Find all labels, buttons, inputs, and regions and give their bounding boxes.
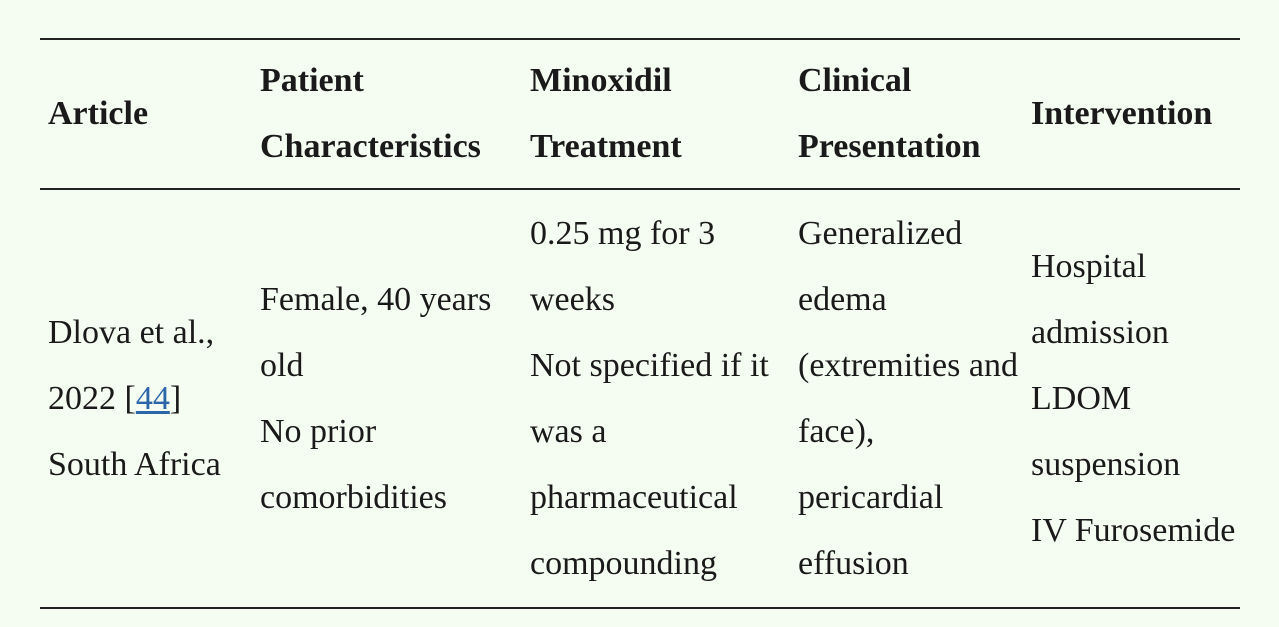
citation-bracket: [ (124, 379, 136, 417)
table-body: Dlova et al., 2022 [44] South Africa Femal… (40, 189, 1240, 608)
article-cell: Dlova et al., 2022 [44] South Africa (40, 189, 252, 608)
article-country: South Africa (48, 445, 221, 483)
cell-line: 0.25 mg for 3 weeks (530, 214, 716, 318)
column-header: Patient Characteristics (260, 62, 481, 165)
cell-line: LDOM suspension (1031, 379, 1181, 483)
cell-line: IV Furosemide (1031, 511, 1236, 549)
column-header: Minoxidil Treatment (530, 62, 682, 165)
cell-line: Not specified if it was a pharmaceutical… (530, 346, 769, 582)
cell-line: Generalized edema (extremities and face)… (798, 214, 1018, 582)
cell-line: Hospital admission (1031, 247, 1169, 351)
table-cell: Female, 40 years old No prior comorbiditi… (252, 189, 522, 608)
table-wrapper: Article Patient Characteristics Minoxidil … (40, 38, 1240, 609)
cell-line: No prior comorbidities (260, 412, 447, 516)
article-authors: Dlova et al., 2022 (48, 313, 215, 417)
column-header: Clinical Presentation (798, 62, 981, 165)
table-row: Dlova et al., 2022 [44] South Africa Femal… (40, 189, 1240, 608)
data-table: Article Patient Characteristics Minoxidil … (40, 38, 1240, 609)
column-header: Article (48, 95, 149, 132)
table-cell: 0.25 mg for 3 weeks Not specified if it w… (522, 189, 790, 608)
header-row: Article Patient Characteristics Minoxidil … (40, 39, 1240, 189)
cell-line: Female, 40 years old (260, 280, 492, 384)
article-reference: Dlova et al., 2022 [44] (48, 314, 214, 417)
table-cell: Hospital admission LDOM suspension IV Furo… (1023, 189, 1240, 608)
citation-link[interactable]: 44 (135, 379, 170, 417)
table-cell: Generalized edema (extremities and face)… (790, 189, 1023, 608)
column-header: Intervention (1031, 95, 1213, 132)
citation-bracket: ] (169, 379, 182, 417)
table-head: Article Patient Characteristics Minoxidil … (40, 39, 1240, 189)
